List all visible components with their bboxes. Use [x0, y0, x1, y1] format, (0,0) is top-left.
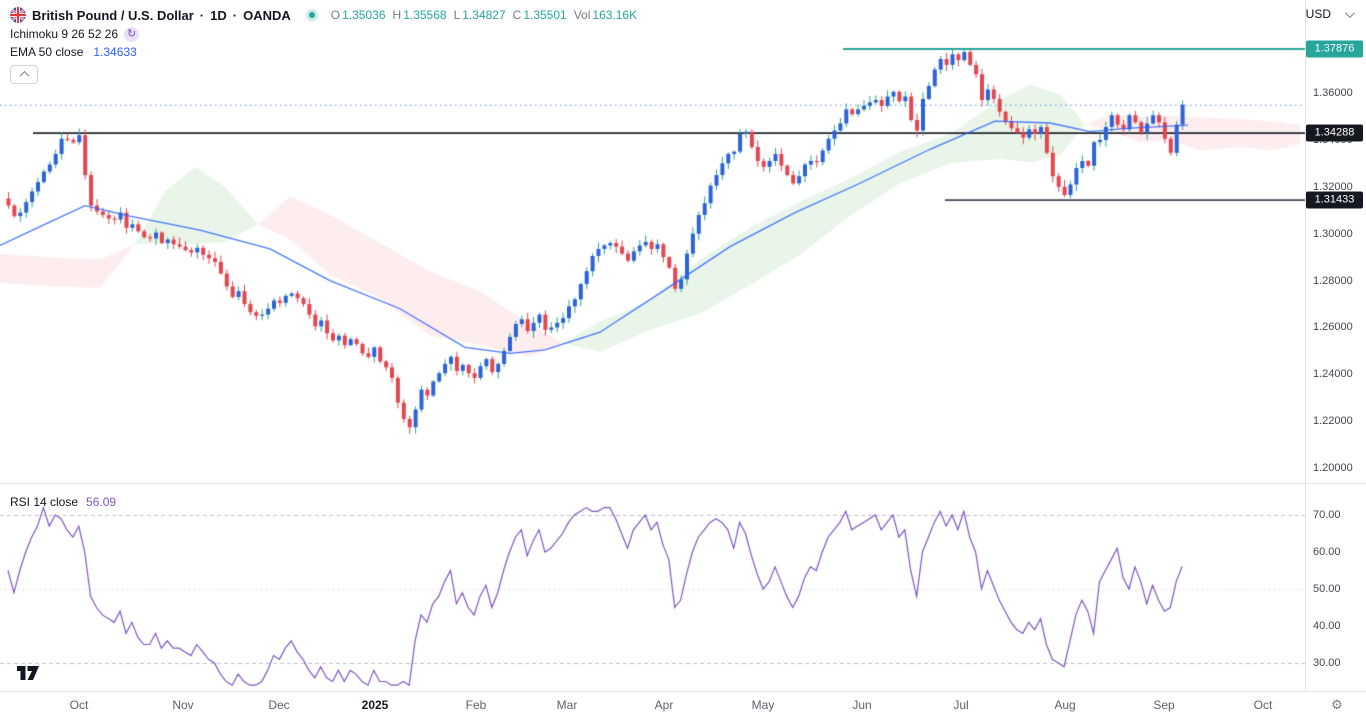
time-axis-label[interactable]: Nov [172, 698, 194, 712]
market-status-dot[interactable] [308, 12, 315, 18]
rsi-axis-label[interactable]: 50.00 [1313, 583, 1341, 595]
price-axis-label[interactable]: 1.24000 [1313, 368, 1353, 380]
price-axis-label[interactable]: 1.26000 [1313, 321, 1353, 333]
exchange-label[interactable]: OANDA [243, 7, 291, 23]
rsi-legend-row[interactable]: RSI 14 close 56.09 [10, 495, 116, 509]
open-value: 1.35036 [342, 8, 386, 22]
price-axis-separator [1305, 0, 1306, 691]
symbol-legend-row[interactable]: British Pound / U.S. Dollar · 1D · OANDA… [10, 5, 637, 25]
time-axis-label[interactable]: Oct [1253, 698, 1273, 712]
high-label: H [392, 8, 402, 22]
close-label: C [512, 8, 522, 22]
currency-selector[interactable]: USD [1305, 7, 1355, 21]
time-axis-label[interactable]: May [751, 698, 775, 712]
price-axis-badge: 1.37876 [1306, 40, 1363, 58]
price-axis-label[interactable]: 1.30000 [1313, 228, 1353, 240]
currency-label: USD [1305, 7, 1331, 21]
chevron-up-icon [19, 70, 29, 81]
time-axis-label[interactable]: 2025 [361, 698, 389, 712]
time-axis-label[interactable]: Mar [556, 698, 578, 712]
price-axis-label[interactable]: 1.22000 [1313, 415, 1353, 427]
time-axis-settings-icon[interactable]: ⚙ [1331, 697, 1343, 712]
pane-separator[interactable] [0, 483, 1366, 484]
gbp-flag-icon [10, 7, 26, 23]
ohlc-readout: O 1.35036 H 1.35568 L 1.34827 C 1.35501 … [331, 8, 637, 22]
indicator-row-ichimoku[interactable]: Ichimoku 9 26 52 26 ↻ [10, 25, 637, 43]
time-axis-label[interactable]: Sep [1153, 698, 1175, 712]
time-axis-label[interactable]: Apr [654, 698, 674, 712]
time-axis-label[interactable]: Aug [1054, 698, 1076, 712]
symbol-title[interactable]: British Pound / U.S. Dollar [32, 7, 194, 23]
price-axis-label[interactable]: 1.28000 [1313, 275, 1353, 287]
sync-icon[interactable]: ↻ [124, 26, 140, 42]
price-axis-label[interactable]: 1.36000 [1313, 87, 1353, 99]
time-axis-label[interactable]: Feb [465, 698, 487, 712]
time-axis-separator [0, 691, 1366, 692]
chart-legend: British Pound / U.S. Dollar · 1D · OANDA… [10, 5, 637, 84]
separator-dot: · [199, 7, 205, 23]
volume-value: 163.16K [592, 8, 638, 22]
rsi-axis-label[interactable]: 60.00 [1313, 546, 1341, 558]
indicator-row-ema[interactable]: EMA 50 close 1.34633 [10, 43, 637, 61]
separator-dot: · [232, 7, 238, 23]
price-axis-badge: 1.31433 [1306, 191, 1363, 209]
close-value: 1.35501 [523, 8, 567, 22]
tradingview-logo[interactable] [17, 666, 39, 685]
time-axis-label[interactable]: Jun [852, 698, 872, 712]
ema-label: EMA 50 close [10, 45, 84, 59]
ichimoku-label: Ichimoku 9 26 52 26 [10, 27, 119, 41]
rsi-axis-label[interactable]: 40.00 [1313, 620, 1341, 632]
low-label: L [453, 8, 461, 22]
rsi-axis-label[interactable]: 30.00 [1313, 657, 1341, 669]
time-axis-label[interactable]: Oct [69, 698, 89, 712]
legend-collapse-button[interactable] [10, 65, 38, 84]
volume-label: Vol [573, 8, 591, 22]
high-value: 1.35568 [403, 8, 447, 22]
time-axis-label[interactable]: Jul [953, 698, 969, 712]
rsi-value: 56.09 [86, 495, 117, 509]
price-axis-label[interactable]: 1.20000 [1313, 462, 1353, 474]
ema-value: 1.34633 [93, 45, 137, 59]
price-axis-badge: 1.34288 [1306, 124, 1363, 142]
open-label: O [330, 8, 341, 22]
interval-label[interactable]: 1D [210, 7, 227, 23]
time-axis-label[interactable]: Dec [268, 698, 290, 712]
rsi-label: RSI 14 close [10, 495, 79, 509]
low-value: 1.34827 [462, 8, 506, 22]
rsi-axis-label[interactable]: 70.00 [1313, 509, 1341, 521]
price-axis-label[interactable]: 1.32000 [1313, 181, 1353, 193]
